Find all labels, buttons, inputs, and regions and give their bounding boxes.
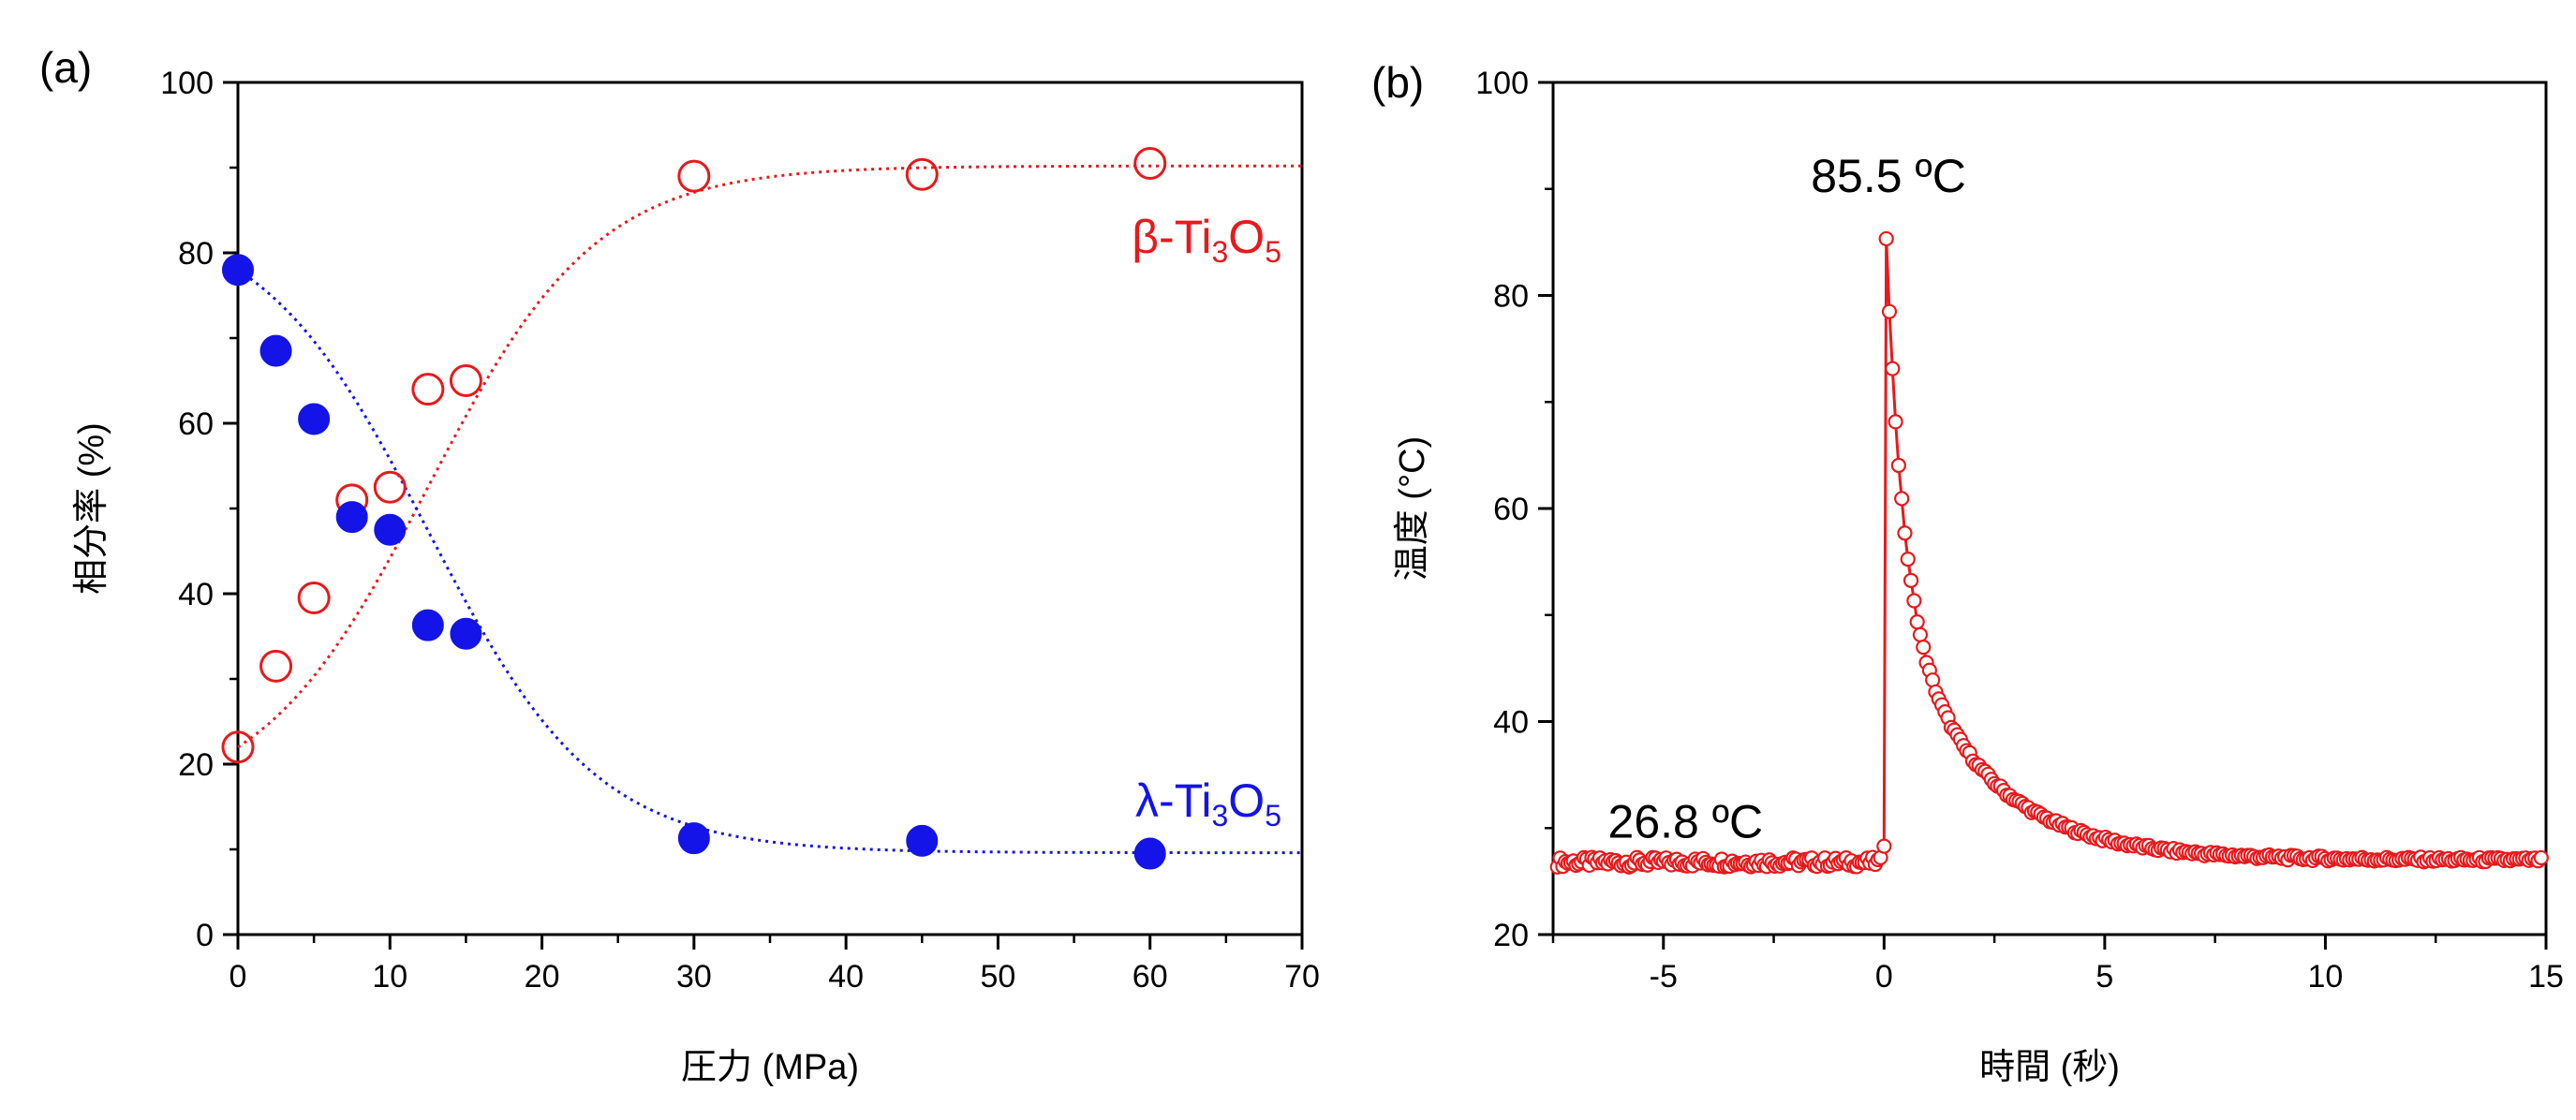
x-tick-label-b: 0: [1875, 959, 1893, 995]
lambda-data-point: [677, 822, 710, 855]
series-label-lambda-mid: O: [1228, 774, 1265, 827]
series-label-beta-sub1: 3: [1212, 235, 1229, 269]
series-label-beta: β-Ti3O5: [1132, 211, 1281, 269]
series-label-lambda-sub1: 3: [1212, 799, 1229, 833]
y-tick-label-a: 100: [160, 66, 214, 101]
temperature-data-point: [1876, 838, 1892, 854]
annotation-baseline-temp: 26.8 ºC: [1608, 796, 1764, 848]
series-label-lambda-sub2: 5: [1265, 799, 1281, 833]
temperature-data-point: [1897, 525, 1913, 541]
y-tick-label-b: 80: [1493, 279, 1529, 315]
data-points-a: [221, 146, 1167, 870]
fit-curve-lambda: [237, 268, 1302, 855]
chart-a: (a) 0 10 20 30 40 50 60 70 0 20 40 60 80 100 圧力 (MPa)…: [39, 43, 1320, 1087]
y-tick-label-a: 40: [178, 577, 214, 612]
beta-data-point: [1133, 146, 1167, 180]
y-tick-label-b: 40: [1493, 705, 1529, 741]
beta-data-point: [259, 649, 293, 683]
x-tick-label-a: 40: [828, 959, 864, 995]
beta-data-point: [449, 364, 482, 397]
temperature-data-point: [1916, 640, 1932, 656]
temperature-data-point: [1909, 614, 1925, 630]
temperature-data-point: [1890, 457, 1906, 474]
y-tick-label-a: 0: [196, 918, 214, 953]
x-tick-label-b: 15: [2528, 959, 2564, 995]
beta-data-point: [373, 470, 407, 504]
x-tick-label-b: -5: [1650, 959, 1678, 995]
temperature-data-point: [1900, 551, 1916, 567]
y-tick-label-a: 20: [178, 747, 214, 783]
lambda-data-point: [374, 513, 407, 546]
x-axis-label-b: 時間 (秒): [1979, 1048, 2120, 1087]
y-tick-label-a: 60: [178, 406, 214, 442]
beta-data-point: [411, 373, 445, 406]
x-tick-label-a: 70: [1284, 959, 1320, 995]
temperature-trace: [1556, 238, 2542, 870]
series-label-beta-sub2: 5: [1265, 235, 1281, 269]
lambda-data-point: [222, 254, 254, 287]
series-label-beta-mid: O: [1228, 211, 1265, 263]
panel-label-b: (b): [1371, 58, 1424, 107]
temperature-line-b: [1556, 238, 2542, 870]
y-tick-label-b: 20: [1493, 918, 1529, 953]
x-axis-label-a: 圧力 (MPa): [681, 1048, 859, 1087]
panel-label-a: (a): [39, 43, 92, 92]
temperature-data-point: [1878, 230, 1894, 247]
temperature-data-point: [1881, 303, 1898, 319]
x-tick-label-a: 50: [981, 959, 1016, 995]
lambda-data-point: [1133, 837, 1166, 870]
lambda-data-point: [450, 617, 482, 650]
fit-curves-a: [237, 164, 1302, 855]
y-axis-label-a: 相分率 (%): [72, 422, 111, 595]
series-label-beta-main: β-Ti: [1132, 211, 1211, 263]
x-tick-label-a: 30: [676, 959, 712, 995]
series-label-lambda-main: λ-Ti: [1135, 774, 1211, 827]
beta-data-point: [221, 730, 255, 764]
ticks-a: 0 10 20 30 40 50 60 70 0 20 40 60 80 100: [160, 66, 1320, 995]
y-tick-label-b: 60: [1493, 492, 1529, 527]
lambda-data-point: [335, 501, 368, 534]
beta-data-point: [677, 159, 711, 193]
annotation-peak-temp: 85.5 ºC: [1811, 150, 1966, 202]
x-tick-label-b: 10: [2308, 959, 2344, 995]
chart-b: (b) -5 0 5 10 15 20 40 60 80 100 時間 (秒) 温度 (°C) 8…: [1371, 58, 2564, 1087]
lambda-data-point: [298, 403, 331, 435]
lambda-data-point: [411, 609, 444, 641]
lambda-data-point: [906, 824, 939, 857]
data-points-b: [1549, 230, 2549, 875]
temperature-data-point: [1902, 572, 1919, 588]
x-tick-label-a: 60: [1133, 959, 1168, 995]
temperature-data-point: [1894, 491, 1910, 507]
series-label-lambda: λ-Ti3O5: [1135, 774, 1281, 833]
beta-data-point: [905, 157, 939, 191]
ticks-b: -5 0 5 10 15 20 40 60 80 100: [1475, 66, 2564, 995]
lambda-data-point: [259, 334, 292, 367]
temperature-data-point: [1912, 626, 1929, 642]
temperature-data-point: [1906, 593, 1922, 609]
x-tick-label-a: 10: [372, 959, 407, 995]
beta-data-point: [297, 582, 331, 615]
x-tick-label-a: 0: [229, 959, 247, 995]
temperature-data-point: [1885, 361, 1901, 376]
y-tick-label-b: 100: [1475, 66, 1529, 101]
temperature-data-point: [2533, 849, 2549, 866]
x-tick-label-b: 5: [2095, 959, 2113, 995]
y-axis-label-b: 温度 (°C): [1393, 436, 1432, 582]
temperature-data-point: [1888, 414, 1903, 430]
x-tick-label-a: 20: [525, 959, 560, 995]
y-tick-label-a: 80: [178, 236, 214, 272]
